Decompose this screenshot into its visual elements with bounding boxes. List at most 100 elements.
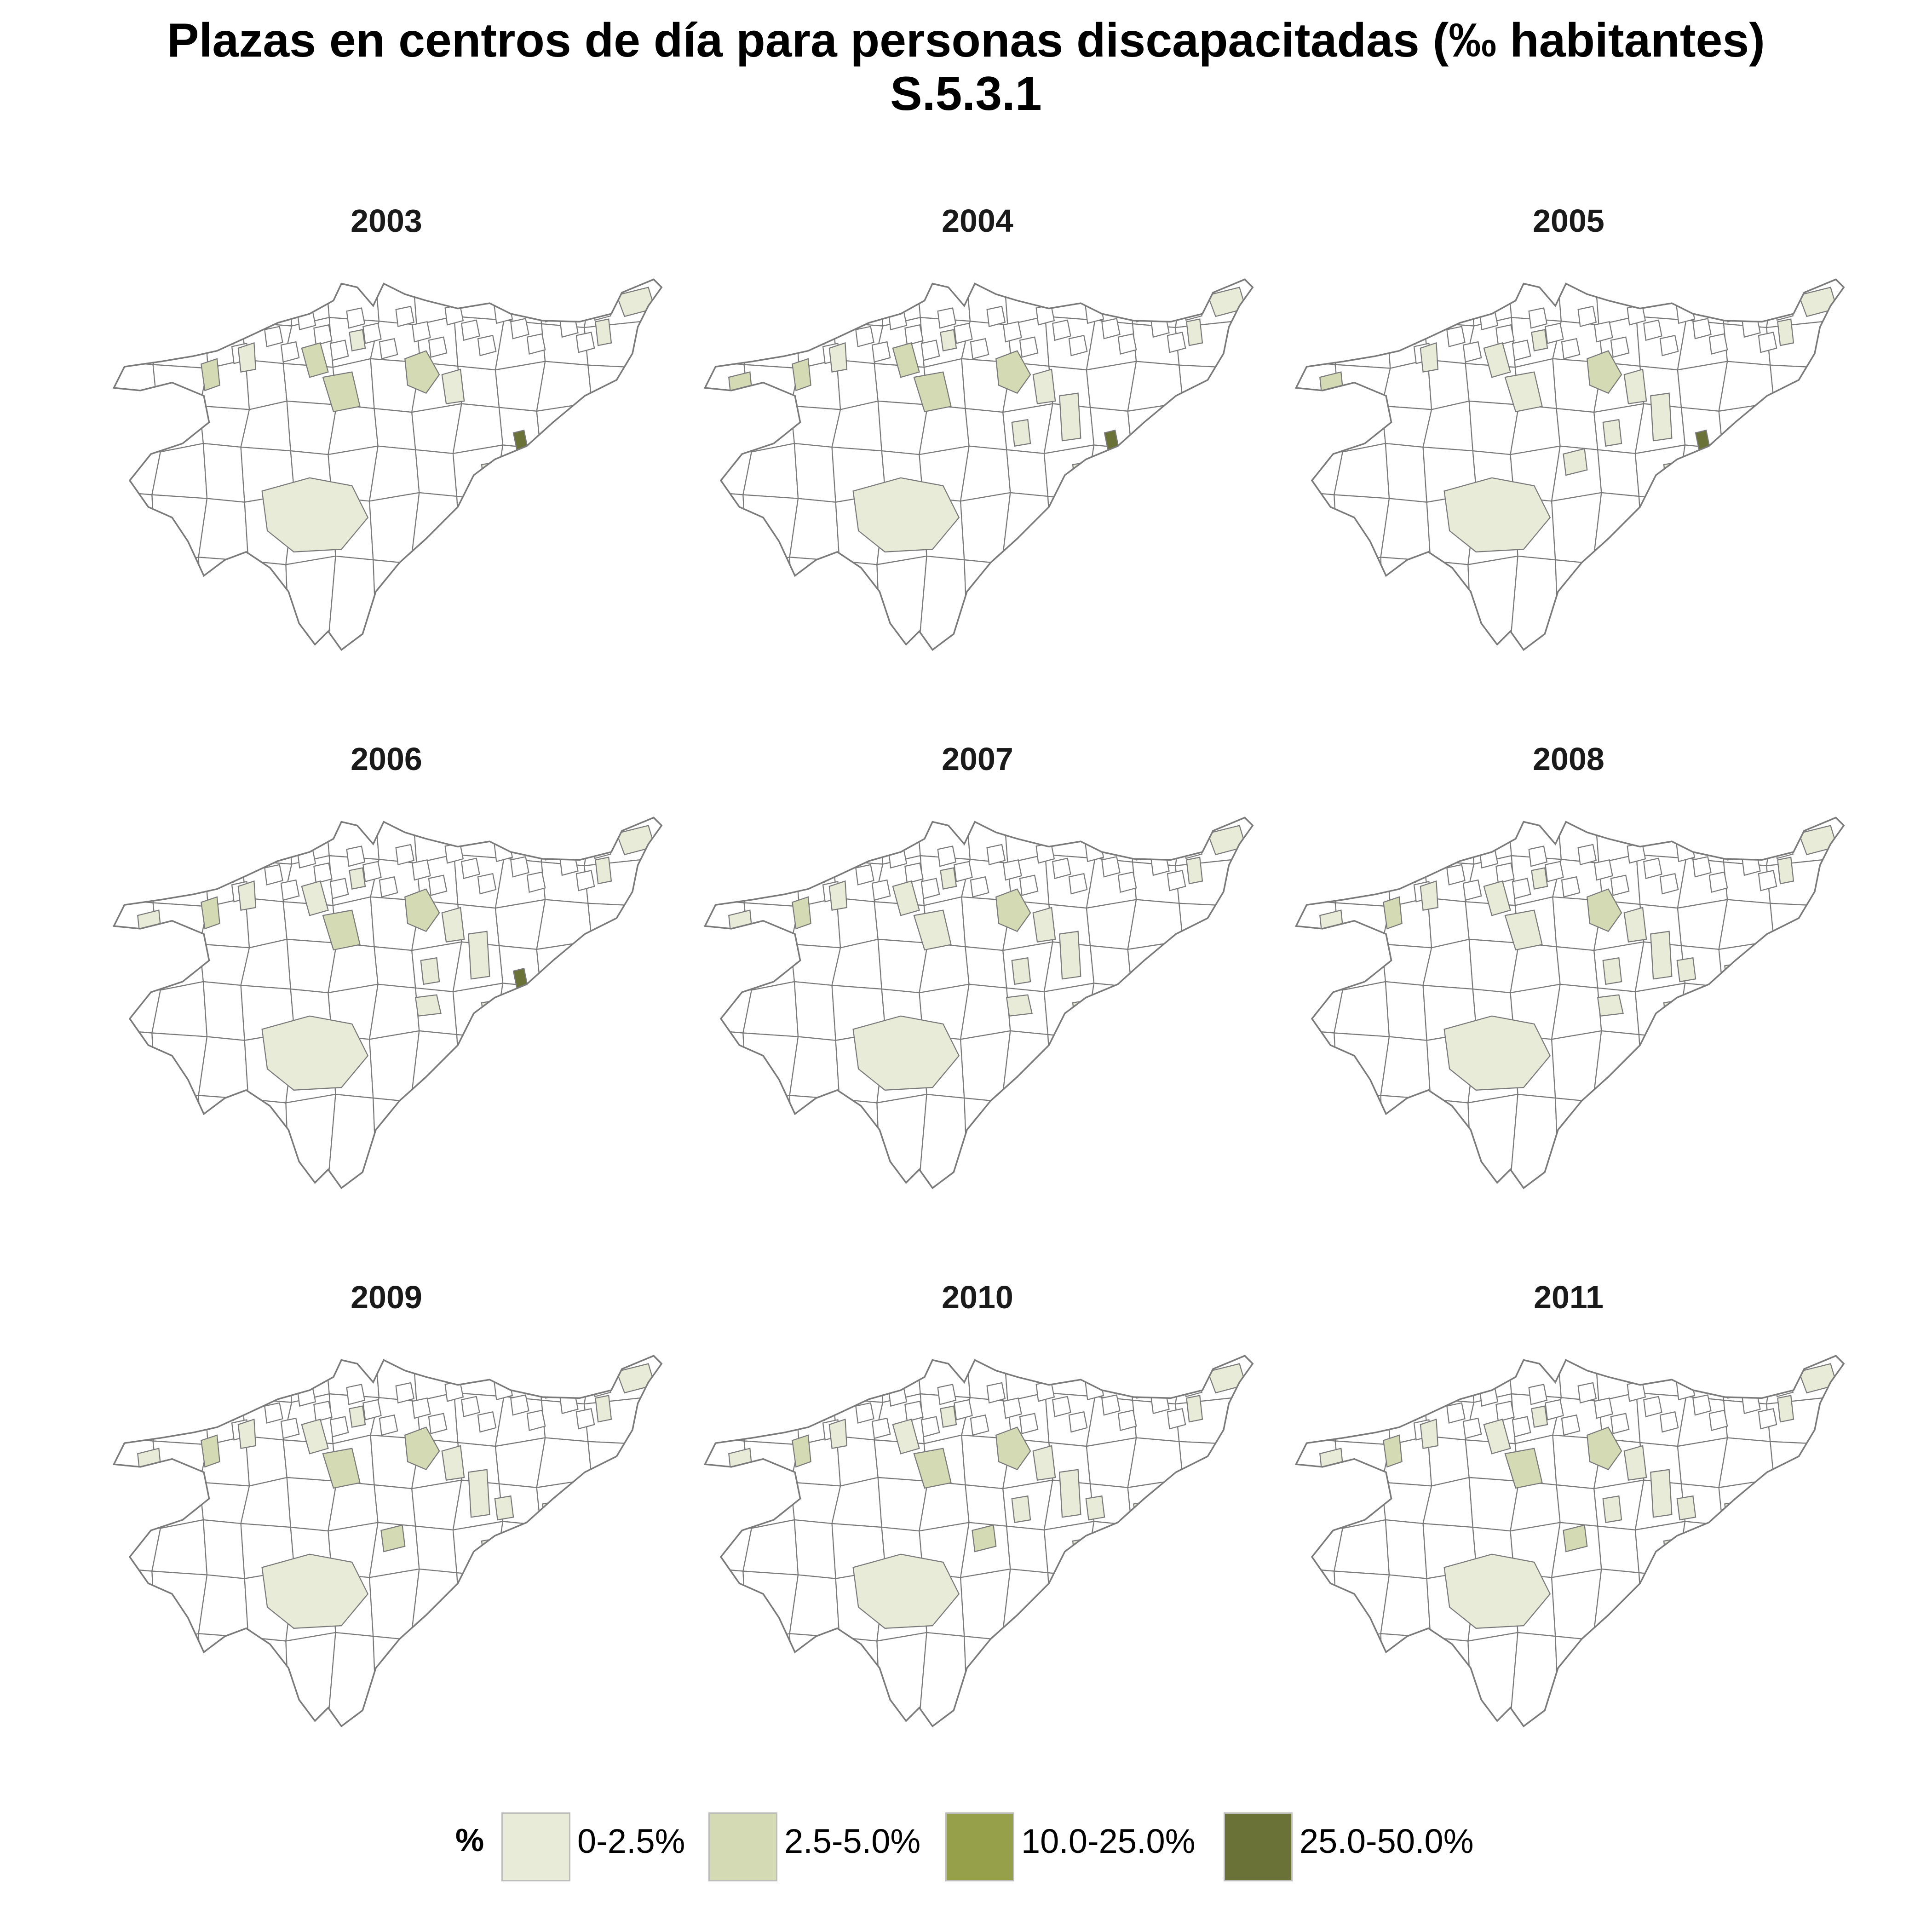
municipality bbox=[904, 1400, 924, 1422]
municipality bbox=[1380, 312, 1400, 334]
municipality bbox=[247, 1098, 290, 1188]
legend-key-2 bbox=[708, 1812, 777, 1881]
municipality bbox=[1556, 1484, 1598, 1527]
municipality bbox=[1337, 556, 1385, 650]
municipality bbox=[960, 1030, 1011, 1103]
municipality bbox=[1577, 1382, 1597, 1404]
municipality-shaded bbox=[828, 1418, 848, 1449]
municipality-shaded bbox=[494, 1495, 514, 1521]
municipality bbox=[1742, 316, 1761, 338]
map-svg bbox=[112, 278, 663, 651]
municipality-shaded bbox=[995, 350, 1031, 394]
municipality bbox=[586, 494, 662, 558]
map-svg bbox=[703, 278, 1254, 651]
municipality bbox=[1659, 1411, 1679, 1433]
municipality bbox=[1495, 1400, 1515, 1422]
municipality bbox=[986, 1382, 1006, 1404]
municipality bbox=[1430, 310, 1449, 332]
municipality-shaded bbox=[1011, 1495, 1031, 1524]
municipality bbox=[1462, 879, 1482, 901]
municipality bbox=[1296, 401, 1344, 453]
municipality bbox=[839, 1637, 881, 1726]
municipality bbox=[773, 1373, 793, 1395]
municipality bbox=[1719, 1356, 1776, 1405]
municipality bbox=[1177, 1571, 1253, 1635]
map-svg bbox=[112, 1355, 663, 1728]
municipality-shaded bbox=[1650, 1469, 1673, 1518]
map-panel-2010: 2010 bbox=[678, 1279, 1276, 1785]
municipality bbox=[157, 1356, 205, 1404]
municipality-shaded bbox=[1072, 1537, 1092, 1566]
municipality bbox=[1182, 940, 1253, 991]
municipality bbox=[1337, 1094, 1385, 1188]
municipality bbox=[791, 1356, 842, 1399]
municipality bbox=[1692, 856, 1712, 878]
municipality bbox=[586, 1033, 662, 1097]
municipality-shaded bbox=[1587, 350, 1622, 394]
municipality bbox=[1725, 301, 1745, 322]
municipality bbox=[540, 448, 596, 496]
municipality bbox=[114, 1478, 161, 1529]
municipality bbox=[1768, 1571, 1844, 1635]
municipality-shaded bbox=[1623, 907, 1647, 943]
municipality bbox=[1725, 1567, 1774, 1640]
municipality bbox=[346, 307, 366, 329]
municipality bbox=[970, 1414, 989, 1436]
municipality bbox=[1758, 1408, 1777, 1430]
municipality-shaded bbox=[1186, 1395, 1203, 1423]
municipality bbox=[539, 553, 595, 650]
municipality bbox=[705, 322, 753, 365]
municipality bbox=[1296, 1399, 1345, 1442]
municipality bbox=[1770, 903, 1844, 945]
municipality bbox=[1512, 878, 1531, 899]
region-outline bbox=[1294, 816, 1845, 1190]
municipality bbox=[1380, 1574, 1431, 1638]
municipality bbox=[832, 817, 884, 865]
municipality-shaded bbox=[792, 896, 811, 930]
municipality bbox=[1742, 1392, 1761, 1414]
municipality bbox=[1577, 844, 1597, 866]
municipality bbox=[1134, 839, 1154, 861]
municipality bbox=[920, 878, 940, 899]
municipality bbox=[1722, 986, 1778, 1034]
municipality bbox=[114, 1356, 162, 1404]
municipality bbox=[1003, 859, 1022, 881]
municipality-shaded bbox=[1011, 957, 1031, 985]
municipality bbox=[1380, 850, 1400, 872]
municipality bbox=[1339, 279, 1387, 328]
municipality bbox=[1019, 874, 1039, 896]
municipality bbox=[477, 873, 497, 895]
municipality bbox=[832, 279, 884, 327]
municipality bbox=[1446, 1402, 1466, 1424]
municipality-shaded bbox=[1383, 896, 1403, 930]
municipality-shaded bbox=[940, 867, 957, 890]
municipality bbox=[1633, 1631, 1685, 1726]
municipality-shaded bbox=[1777, 318, 1794, 346]
municipality bbox=[539, 1630, 595, 1726]
municipality bbox=[1768, 494, 1844, 558]
municipality bbox=[1130, 1092, 1186, 1188]
municipality bbox=[705, 401, 753, 453]
municipality bbox=[1594, 859, 1613, 881]
municipality bbox=[1117, 1409, 1137, 1432]
municipality bbox=[1423, 817, 1475, 865]
municipality-shaded bbox=[322, 909, 361, 951]
municipality bbox=[1643, 857, 1662, 880]
municipality bbox=[1179, 364, 1253, 407]
region-outline bbox=[703, 278, 1254, 651]
municipality-shaded bbox=[349, 867, 366, 890]
municipality bbox=[1089, 945, 1133, 988]
municipality bbox=[748, 817, 796, 866]
municipality bbox=[794, 981, 836, 1041]
municipality bbox=[1296, 1029, 1339, 1104]
municipality-shaded bbox=[468, 931, 490, 980]
municipality bbox=[1610, 1413, 1630, 1434]
municipality bbox=[329, 1416, 349, 1438]
municipality-shaded bbox=[1319, 1448, 1345, 1479]
municipality bbox=[1430, 1098, 1472, 1188]
municipality bbox=[1128, 279, 1185, 328]
municipality bbox=[329, 878, 349, 899]
municipality-shaded bbox=[404, 888, 440, 932]
region-outline bbox=[703, 1355, 1254, 1728]
municipality bbox=[497, 558, 549, 650]
